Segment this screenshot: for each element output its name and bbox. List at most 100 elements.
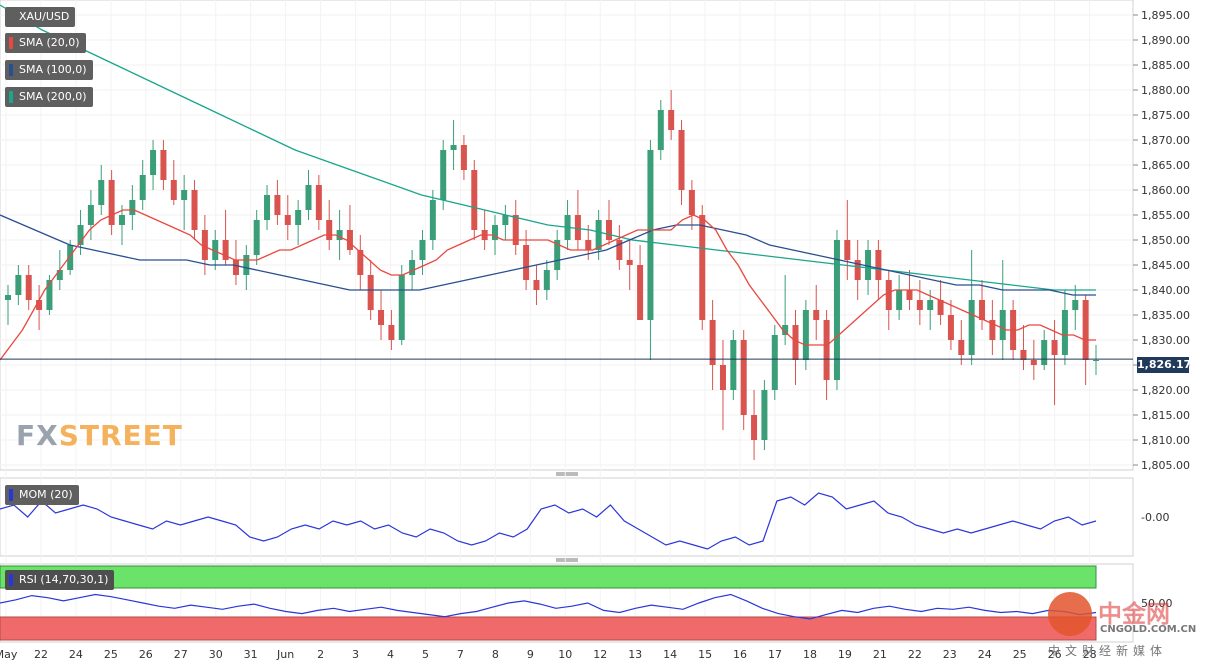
candle-body xyxy=(1093,360,1099,361)
candle-body xyxy=(989,320,996,340)
candle-body xyxy=(5,295,11,300)
candle-body xyxy=(15,275,22,295)
x-tick-label: 25 xyxy=(104,648,118,661)
x-tick-label: 2 xyxy=(317,648,324,661)
x-tick-label: 22 xyxy=(908,648,922,661)
symbol-swatch xyxy=(9,11,13,23)
rsi-oversold-zone xyxy=(0,616,1097,641)
legend-sma20[interactable]: SMA (20,0) xyxy=(5,33,86,53)
candle-body xyxy=(979,300,986,320)
y-tick-label: 1,830.00 xyxy=(1141,334,1190,347)
candle-body xyxy=(792,325,799,360)
candle-body xyxy=(865,250,872,280)
candle-body xyxy=(554,240,561,270)
current-price-badge: 1,826.17 xyxy=(1137,357,1192,373)
x-tick-label: 4 xyxy=(387,648,394,661)
candle-body xyxy=(968,300,975,355)
x-tick-label: 27 xyxy=(174,648,188,661)
candle-body xyxy=(181,190,188,200)
candle-body xyxy=(502,215,509,225)
y-tick-label: 1,835.00 xyxy=(1141,309,1190,322)
y-tick-label: 1,880.00 xyxy=(1141,84,1190,97)
sma20-label: SMA (20,0) xyxy=(19,36,80,49)
y-tick-label: 1,885.00 xyxy=(1141,59,1190,72)
x-tick-label: 31 xyxy=(244,648,258,661)
x-tick-label: 12 xyxy=(593,648,607,661)
candle-body xyxy=(139,175,146,200)
candle-body xyxy=(626,260,633,265)
candle-body xyxy=(36,300,43,310)
x-tick-label: 15 xyxy=(698,648,712,661)
candle-body xyxy=(958,340,965,355)
cngold-logo-icon xyxy=(1048,592,1092,636)
candle-body xyxy=(906,290,913,300)
watermark-url: CNGOLD.COM.CN xyxy=(1100,624,1197,635)
watermark-tagline: 中文财经新媒体 xyxy=(1048,644,1168,658)
y-tick-label: 1,810.00 xyxy=(1141,434,1190,447)
candle-body xyxy=(429,200,436,240)
candle-body xyxy=(1061,310,1068,355)
sma100-swatch xyxy=(9,64,13,76)
x-tick-label: 14 xyxy=(663,648,677,661)
candle-body xyxy=(222,240,229,260)
candle-body xyxy=(409,260,416,275)
x-tick-label: 18 xyxy=(803,648,817,661)
candle-body xyxy=(460,145,467,170)
y-tick-label: 1,865.00 xyxy=(1141,159,1190,172)
candle-body xyxy=(585,240,592,250)
mom-swatch xyxy=(9,489,13,501)
candle-body xyxy=(98,180,105,205)
candle-body xyxy=(668,110,675,130)
candle-body xyxy=(523,245,530,280)
candle-body xyxy=(56,270,63,280)
candle-body xyxy=(1020,350,1027,360)
candle-body xyxy=(253,220,260,255)
x-tick-label: 19 xyxy=(838,648,852,661)
logo-part2: STREET xyxy=(58,419,183,452)
candle-body xyxy=(1072,300,1079,310)
rsi-label: RSI (14,70,30,1) xyxy=(19,573,109,586)
fxstreet-logo: FXSTREET xyxy=(16,419,183,452)
candle-body xyxy=(616,240,623,260)
x-tick-label: 9 xyxy=(527,648,534,661)
candle-body xyxy=(916,300,923,310)
candle-body xyxy=(937,300,944,315)
candle-body xyxy=(730,340,737,390)
candle-body xyxy=(802,310,809,360)
sma200-swatch xyxy=(9,91,13,103)
candle-body xyxy=(191,190,198,230)
candle-body xyxy=(1041,340,1048,365)
candle-body xyxy=(357,250,364,275)
candle-body xyxy=(595,220,602,250)
legend-sma100[interactable]: SMA (100,0) xyxy=(5,60,93,80)
symbol-tag: XAU/USD xyxy=(5,7,76,27)
candle-body xyxy=(896,290,903,310)
candle-body xyxy=(398,275,405,340)
candle-body xyxy=(543,270,550,290)
candle-body xyxy=(574,215,581,240)
legend-mom[interactable]: MOM (20) xyxy=(5,485,79,505)
rsi-axis-label: 50.00 xyxy=(1141,597,1173,610)
x-tick-label: 26 xyxy=(1048,648,1062,661)
rsi-swatch xyxy=(9,574,13,586)
x-tick-label: 5 xyxy=(422,648,429,661)
candle-body xyxy=(77,225,84,245)
candle-body xyxy=(295,210,302,225)
candle-body xyxy=(637,265,644,320)
y-tick-label: 1,815.00 xyxy=(1141,409,1190,422)
legend-rsi[interactable]: RSI (14,70,30,1) xyxy=(5,570,115,590)
sma20-line xyxy=(0,209,1096,361)
y-tick-label: 1,840.00 xyxy=(1141,284,1190,297)
candle-body xyxy=(885,280,892,310)
candle-body xyxy=(813,310,820,320)
candle-body xyxy=(709,320,716,365)
x-tick-label: 10 xyxy=(558,648,572,661)
candle-body xyxy=(419,240,426,260)
x-tick-label: 16 xyxy=(733,648,747,661)
candle-body xyxy=(67,245,74,270)
pane-splitter-1 xyxy=(556,472,578,476)
legend-sma200[interactable]: SMA (200,0) xyxy=(5,87,93,107)
watermark-name: 中金网 xyxy=(1098,600,1170,628)
y-tick-label: 1,850.00 xyxy=(1141,234,1190,247)
